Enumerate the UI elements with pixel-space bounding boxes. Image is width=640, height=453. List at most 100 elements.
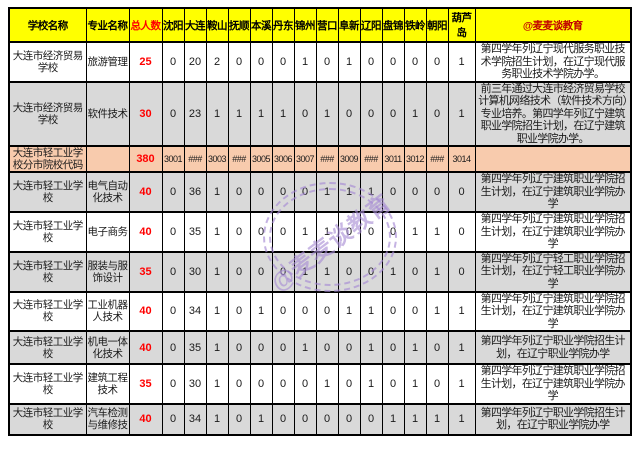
city-value-cell-8: 0 bbox=[337, 250, 361, 293]
city-value-cell-2: 1 bbox=[205, 80, 229, 147]
column-header-9: 锦州 bbox=[293, 7, 317, 43]
city-value-cell-0: 0 bbox=[161, 80, 185, 147]
city-value-cell-6: 0 bbox=[293, 402, 317, 436]
school-name-cell: 大连市轻工业学校 bbox=[8, 211, 87, 253]
city-value-cell-7: 0 bbox=[315, 330, 339, 365]
remark-cell bbox=[474, 145, 632, 173]
major-name-cell: 服装与服饰设计 bbox=[85, 250, 130, 293]
city-value-cell-0: 0 bbox=[161, 171, 185, 213]
major-name-cell: 汽车检测与维修技 bbox=[85, 402, 130, 436]
city-value-cell-8: 0 bbox=[337, 330, 361, 365]
city-value-cell-1: 35 bbox=[183, 330, 207, 365]
city-value-cell-6: 1 bbox=[293, 211, 317, 253]
city-value-cell-3: 0 bbox=[227, 330, 251, 365]
city-value-cell-9: 0 bbox=[359, 250, 383, 293]
column-header-16: 葫芦岛 bbox=[447, 7, 476, 43]
city-value-cell-0: 0 bbox=[161, 211, 185, 253]
remark-cell: 第四学年列辽宁现代服务职业技术学院招生计划，在辽宁现代服务职业技术学院办学。 bbox=[474, 41, 632, 83]
city-value-cell-7: 1 bbox=[315, 250, 339, 293]
column-header-17: @麦麦谈教育 bbox=[474, 7, 632, 43]
city-value-cell-3: 0 bbox=[227, 250, 251, 293]
school-name-cell: 大连市经济贸易学校 bbox=[8, 80, 87, 147]
major-name-cell: 工业机器人技术 bbox=[85, 290, 130, 332]
city-value-cell-12: 1 bbox=[425, 250, 449, 293]
city-value-cell-5: 0 bbox=[271, 250, 295, 293]
city-value-cell-13: 1 bbox=[447, 290, 476, 332]
table-row-7: 大连市轻工业学校 机电一体化技术 40 0 35 1 0 0 0 1 0 0 1 0 1 0 1 第四学年列辽宁职… bbox=[8, 330, 632, 365]
city-value-cell-11: 1 bbox=[403, 363, 427, 405]
remark-cell: 第四学年列辽宁轻工职业学院招生计划，在辽宁轻工职业学院办学 bbox=[474, 250, 632, 293]
city-value-cell-6: 0 bbox=[293, 363, 317, 405]
city-value-cell-7: 0 bbox=[315, 402, 339, 436]
total-count-cell: 30 bbox=[128, 80, 163, 147]
city-value-cell-3: 0 bbox=[227, 41, 251, 83]
city-value-cell-6: 1 bbox=[293, 41, 317, 83]
column-header-1: 专业名称 bbox=[85, 7, 130, 43]
major-name-cell bbox=[85, 145, 130, 173]
city-value-cell-9: 1 bbox=[359, 363, 383, 405]
city-value-cell-9: 0 bbox=[359, 211, 383, 253]
school-name-cell: 大连市轻工业学校 bbox=[8, 402, 87, 436]
city-value-cell-7: 0 bbox=[315, 41, 339, 83]
table-body: 大连市经济贸易学校 旅游管理 25 0 20 2 0 0 0 1 0 1 0 0 0 0 1 第四学年列辽宁现代服… bbox=[8, 41, 632, 436]
city-value-cell-4: 0 bbox=[249, 363, 273, 405]
city-value-cell-0: 0 bbox=[161, 402, 185, 436]
city-value-cell-3: 0 bbox=[227, 171, 251, 213]
remark-cell: 第四学年列辽宁建筑职业学院招生计划，在辽宁建筑职业学院办学 bbox=[474, 171, 632, 213]
city-value-cell-10: 0 bbox=[381, 211, 405, 253]
city-value-cell-6: 0 bbox=[293, 290, 317, 332]
total-count-cell: 35 bbox=[128, 250, 163, 293]
column-header-0: 学校名称 bbox=[8, 7, 87, 43]
city-value-cell-4: 1 bbox=[249, 402, 273, 436]
city-value-cell-13: 0 bbox=[447, 250, 476, 293]
city-value-cell-1: 34 bbox=[183, 290, 207, 332]
city-value-cell-4: 0 bbox=[249, 250, 273, 293]
city-value-cell-9: 1 bbox=[359, 290, 383, 332]
table-header: 学校名称 专业名称 总人数 沈阳 大连 鞍山 抚顺 本溪 丹东 锦州 营口 阜新 辽阳 盘锦 铁岭 朝阳 葫芦岛… bbox=[8, 7, 632, 43]
city-value-cell-1: 23 bbox=[183, 80, 207, 147]
city-value-cell-8: 3009 bbox=[337, 145, 361, 173]
table-row-9: 大连市轻工业学校 汽车检测与维修技 40 0 34 1 0 1 0 0 0 0 0 1 1 1 1 第四学年列辽宁… bbox=[8, 402, 632, 436]
city-value-cell-11: 1 bbox=[403, 402, 427, 436]
city-value-cell-3: 0 bbox=[227, 211, 251, 253]
city-value-cell-12: 0 bbox=[425, 171, 449, 213]
city-value-cell-8: 1 bbox=[337, 41, 361, 83]
city-value-cell-12: 0 bbox=[425, 363, 449, 405]
city-value-cell-0: 0 bbox=[161, 330, 185, 365]
total-count-cell: 40 bbox=[128, 402, 163, 436]
city-value-cell-9: 0 bbox=[359, 80, 383, 147]
city-value-cell-5: 0 bbox=[271, 171, 295, 213]
column-header-4: 大连 bbox=[183, 7, 207, 43]
city-value-cell-6: 3007 bbox=[293, 145, 317, 173]
column-header-10: 营口 bbox=[315, 7, 339, 43]
city-value-cell-5: 3006 bbox=[271, 145, 295, 173]
city-value-cell-11: 0 bbox=[403, 171, 427, 213]
major-name-cell: 电气自动化技术 bbox=[85, 171, 130, 213]
remark-cell: 第四学年列辽宁建筑职业学院招生计划，在辽宁建筑职业学院办学 bbox=[474, 290, 632, 332]
city-value-cell-3: 1 bbox=[227, 80, 251, 147]
total-count-cell: 40 bbox=[128, 330, 163, 365]
city-value-cell-10: 0 bbox=[381, 80, 405, 147]
city-value-cell-5: 0 bbox=[271, 211, 295, 253]
city-value-cell-13: 1 bbox=[447, 402, 476, 436]
city-value-cell-1: 34 bbox=[183, 402, 207, 436]
city-value-cell-4: 0 bbox=[249, 330, 273, 365]
column-header-5: 鞍山 bbox=[205, 7, 229, 43]
city-value-cell-13: 1 bbox=[447, 41, 476, 83]
table-row-8: 大连市轻工业学校 建筑工程技术 35 0 30 1 0 0 0 0 1 0 1 0 1 0 1 第四学年列辽宁建筑… bbox=[8, 363, 632, 405]
city-value-cell-8: 1 bbox=[337, 290, 361, 332]
city-value-cell-7: 0 bbox=[315, 290, 339, 332]
city-value-cell-9: 0 bbox=[359, 402, 383, 436]
city-value-cell-7: ### bbox=[315, 145, 339, 173]
city-value-cell-1: 30 bbox=[183, 250, 207, 293]
city-value-cell-10: 0 bbox=[381, 330, 405, 365]
city-value-cell-5: 0 bbox=[271, 402, 295, 436]
column-header-11: 阜新 bbox=[337, 7, 361, 43]
city-value-cell-1: 20 bbox=[183, 41, 207, 83]
remark-cell: 第四学年列辽宁建筑职业学院招生计划，在辽宁建筑职业学院办学 bbox=[474, 211, 632, 253]
enrollment-plan-table: 学校名称 专业名称 总人数 沈阳 大连 鞍山 抚顺 本溪 丹东 锦州 营口 阜新 辽阳 盘锦 铁岭 朝阳 葫芦岛… bbox=[8, 7, 632, 436]
city-value-cell-2: 1 bbox=[205, 290, 229, 332]
city-value-cell-13: 1 bbox=[447, 330, 476, 365]
school-name-cell: 大连市轻工业学校 bbox=[8, 250, 87, 293]
city-value-cell-1: 35 bbox=[183, 211, 207, 253]
